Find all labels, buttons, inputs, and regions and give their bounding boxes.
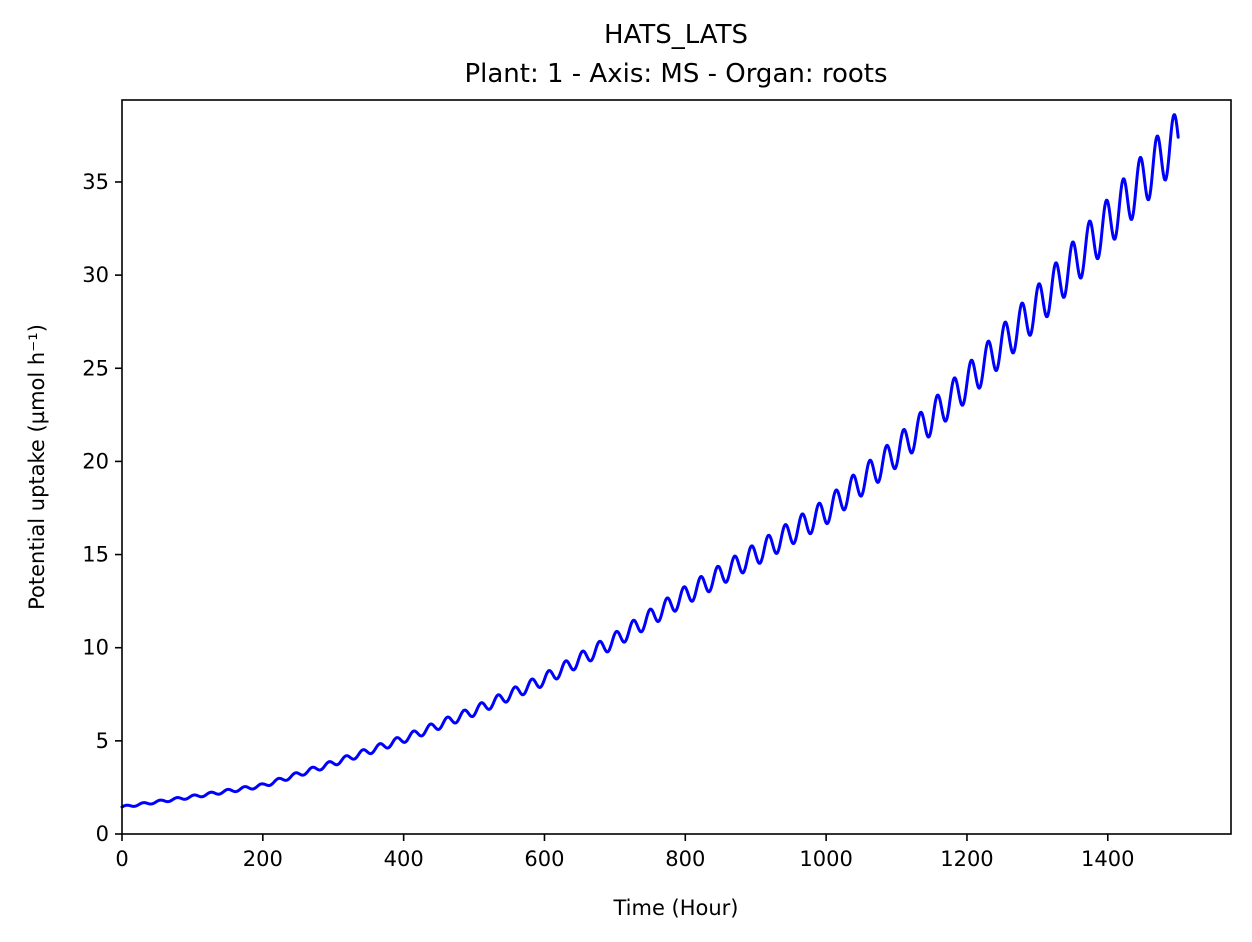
axes-frame	[121, 99, 1232, 835]
y-tick-label: 20	[82, 449, 109, 473]
x-tick-label: 1000	[799, 847, 852, 871]
x-tick-label: 1400	[1081, 847, 1134, 871]
x-axis-label: Time (Hour)	[612, 896, 738, 920]
plot-area	[120, 113, 1180, 809]
x-tick-label: 600	[524, 847, 564, 871]
x-axis: 0 200 400 600 800 1000 1200 1400	[115, 834, 1135, 871]
y-tick-label: 30	[82, 263, 109, 287]
x-tick-label: 1200	[940, 847, 993, 871]
chart-title: HATS_LATS	[604, 20, 748, 50]
y-axis-label: Potential uptake (µmol h⁻¹)	[25, 324, 49, 610]
y-tick-label: 10	[82, 636, 109, 660]
chart-subtitle: Plant: 1 - Axis: MS - Organ: roots	[464, 59, 887, 89]
y-tick-label: 15	[82, 543, 109, 567]
y-tick-label: 0	[96, 822, 109, 846]
x-tick-label: 800	[665, 847, 705, 871]
y-tick-label: 5	[96, 729, 109, 753]
y-axis: 0 5 10 15 20 25 30 35	[82, 170, 122, 846]
y-tick-label: 25	[82, 356, 109, 380]
x-tick-label: 0	[115, 847, 128, 871]
series-line	[120, 113, 1180, 809]
y-tick-label: 35	[82, 170, 109, 194]
x-tick-label: 200	[243, 847, 283, 871]
x-tick-label: 400	[384, 847, 424, 871]
